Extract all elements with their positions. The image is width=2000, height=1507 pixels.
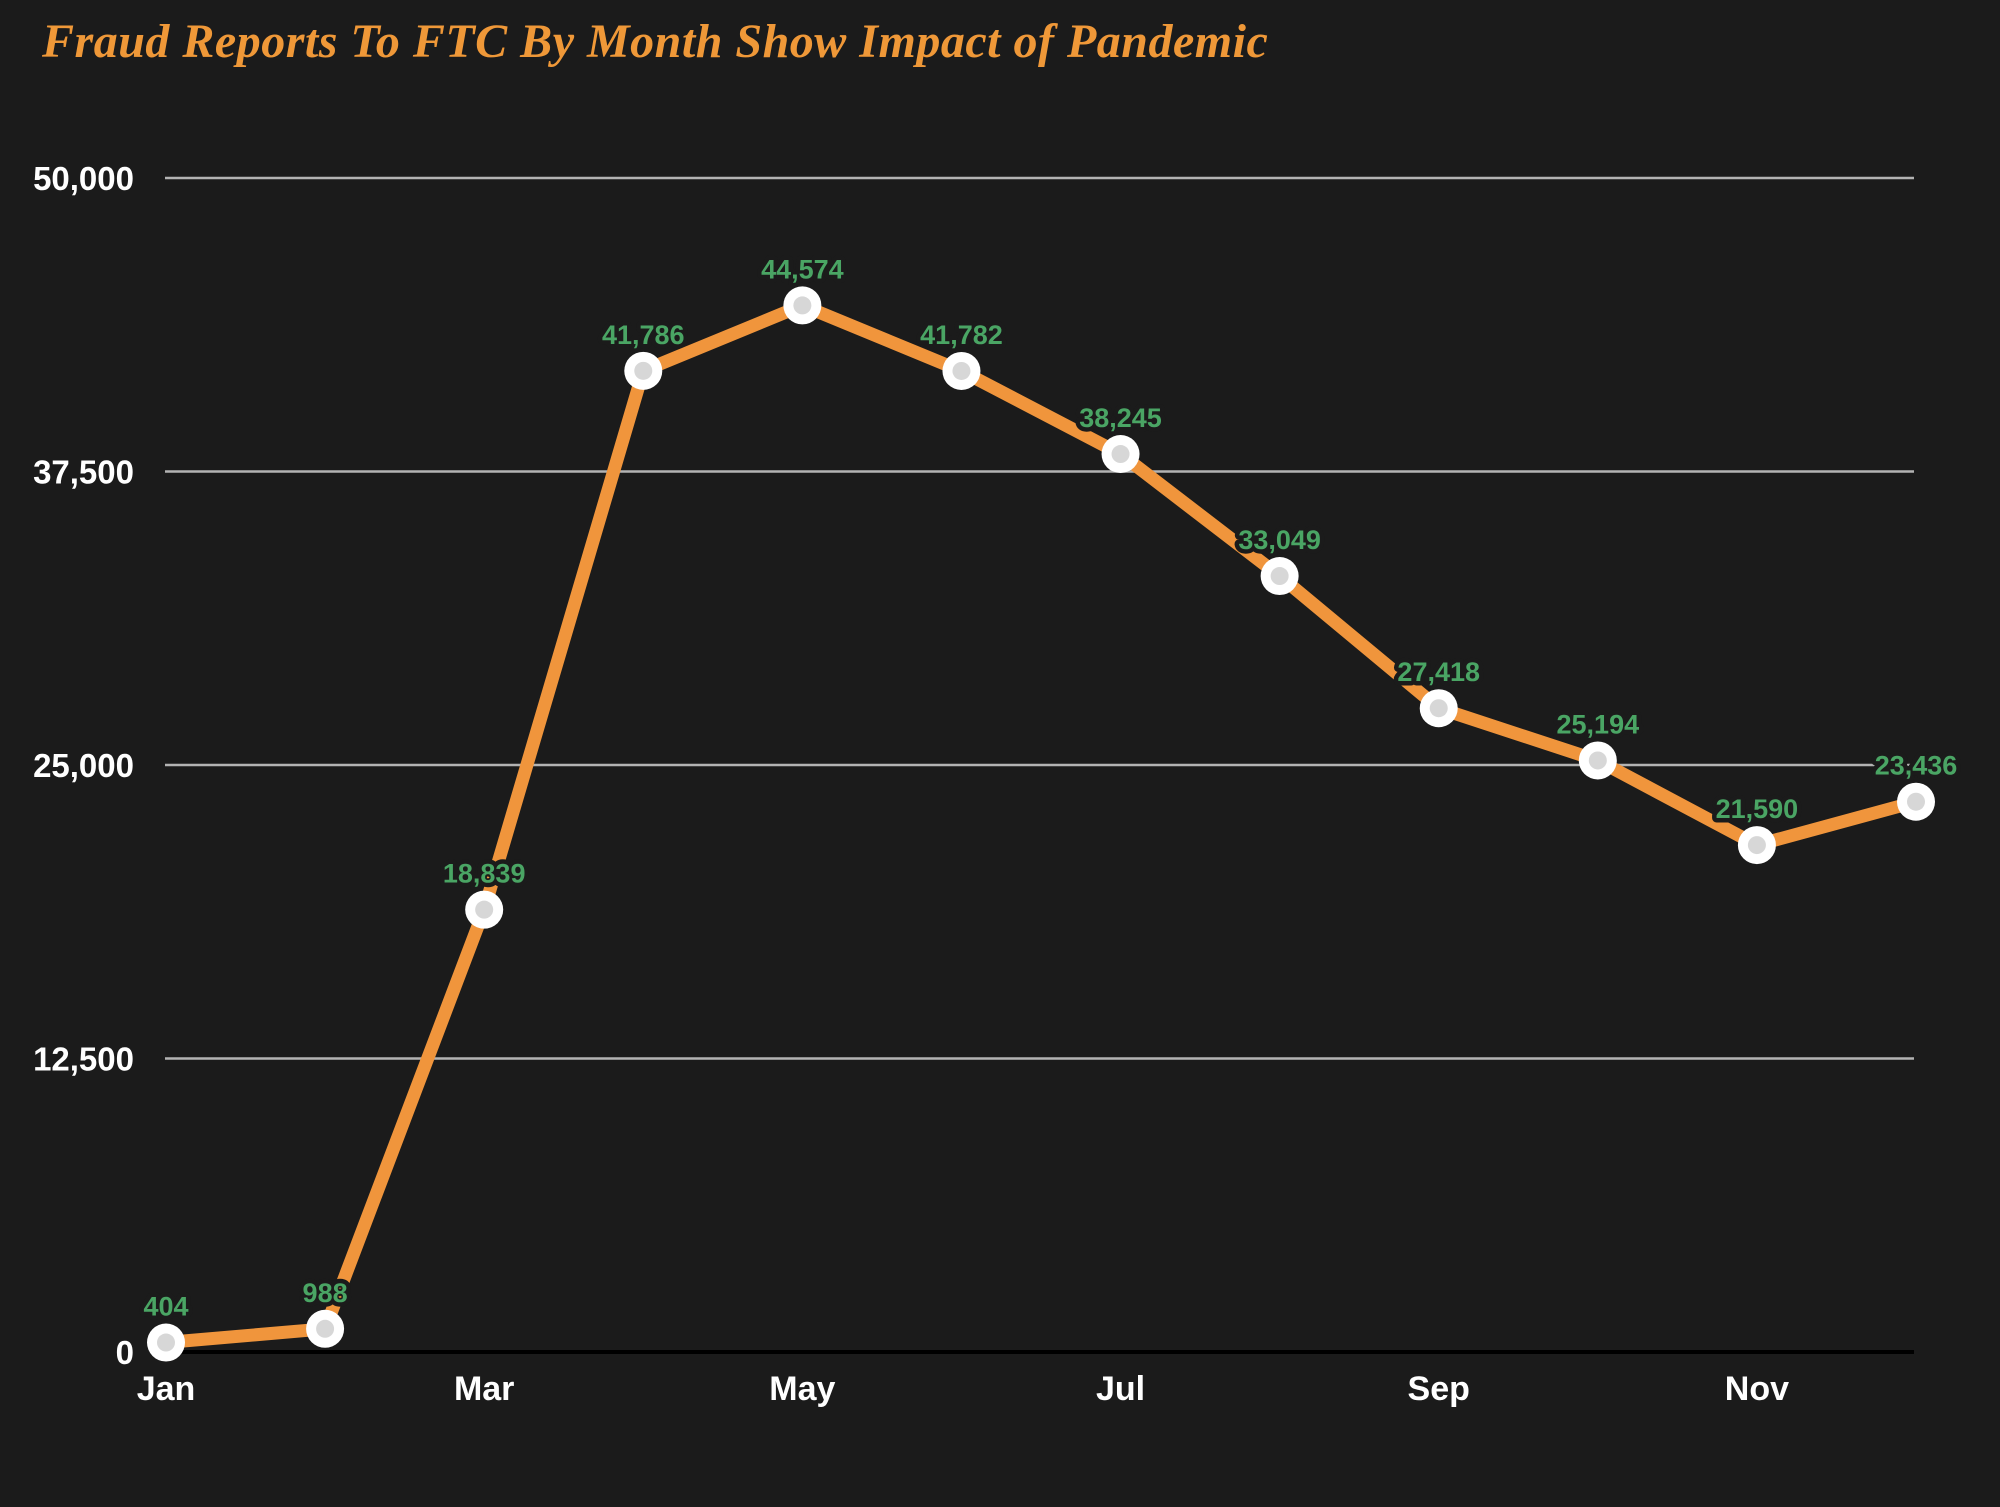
- x-tick-label: Jan: [137, 1370, 196, 1408]
- data-point-dot: [1111, 445, 1130, 464]
- data-point-dot: [634, 361, 653, 380]
- data-point-label: 18,839: [443, 859, 526, 889]
- y-tick-label: 37,500: [33, 454, 134, 491]
- data-point-label: 21,590: [1716, 794, 1799, 824]
- data-point-label: 25,194: [1557, 709, 1640, 739]
- data-point-dot: [1747, 836, 1766, 855]
- data-point-dot: [952, 361, 971, 380]
- x-tick-label: Nov: [1725, 1370, 1789, 1408]
- y-tick-label: 25,000: [33, 747, 134, 784]
- x-tick-label: May: [769, 1370, 835, 1408]
- data-point-label: 404: [143, 1292, 188, 1322]
- y-tick-label: 0: [116, 1334, 134, 1371]
- data-point-dot: [1270, 567, 1289, 586]
- chart-title: Fraud Reports To FTC By Month Show Impac…: [42, 15, 1269, 68]
- data-point-dot: [475, 900, 494, 919]
- data-point-dot: [1907, 792, 1925, 811]
- y-tick-label: 12,500: [33, 1041, 134, 1078]
- data-point-label: 33,049: [1238, 525, 1321, 555]
- fraud-reports-line: [165, 298, 1918, 1349]
- data-point-dot: [157, 1333, 175, 1352]
- data-point-dot: [1429, 699, 1448, 718]
- data-point-label: 41,786: [602, 320, 685, 350]
- data-point-dot: [793, 296, 812, 315]
- x-tick-label: Mar: [454, 1370, 514, 1408]
- data-point-label: 23,436: [1875, 751, 1958, 781]
- data-point-label: 38,245: [1079, 403, 1162, 433]
- data-point-label: 41,782: [920, 320, 1003, 350]
- data-point-label: 27,418: [1397, 657, 1480, 687]
- data-point-dot: [1588, 751, 1607, 770]
- x-tick-label: Jul: [1096, 1370, 1145, 1408]
- data-point-label: 988: [303, 1278, 348, 1308]
- y-tick-label: 50,000: [33, 160, 134, 197]
- x-tick-label: Sep: [1408, 1370, 1470, 1408]
- data-point-label: 44,574: [761, 254, 844, 284]
- data-point-dot: [316, 1319, 335, 1338]
